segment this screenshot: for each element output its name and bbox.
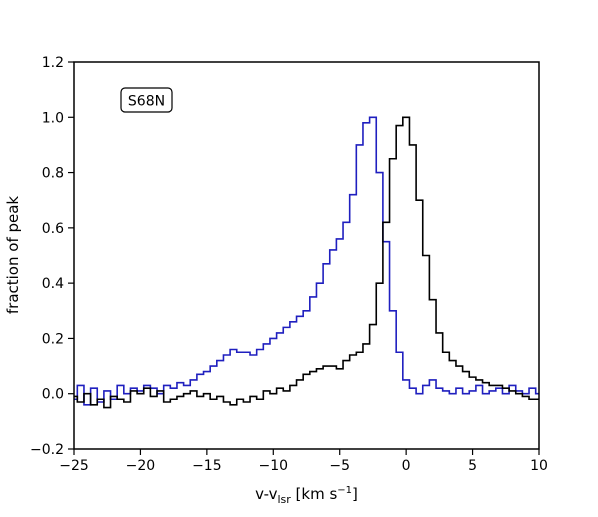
x-axis-label-exponent: −1 [337,485,352,496]
y-tick-label: 1.0 [42,110,64,126]
x-tick-label: −10 [259,458,289,474]
y-tick-label: 0.8 [42,166,64,182]
x-tick-label: −20 [126,458,156,474]
x-tick-label: 10 [530,458,548,474]
y-tick-label: 0.0 [42,387,64,403]
x-tick-label: −5 [329,458,350,474]
x-tick-label: −15 [192,458,222,474]
y-tick-label: −0.2 [30,442,64,458]
annotation-label: S68N [128,94,165,110]
x-tick-label: 5 [468,458,477,474]
y-tick-label: 0.4 [42,276,64,292]
x-tick-label: 0 [402,458,411,474]
x-axis-label-unit-close: ] [352,485,358,503]
y-axis-label: fraction of peak [4,196,22,315]
series-line-2 [74,116,539,409]
x-axis-label: v-vlsr [km s−1] [255,485,358,506]
y-tick-label: 0.2 [42,331,64,347]
x-axis-label-main: v-v [255,485,277,503]
series-line-1 [74,116,539,406]
x-axis-ticks: −25 −20 −15 −10 −5 0 5 10 [59,449,548,474]
series-layer [74,116,539,409]
y-tick-label: 0.6 [42,221,64,237]
y-axis-ticks: −0.2 0.0 0.2 0.4 0.6 0.8 1.0 1.2 [30,55,74,458]
plot-area-frame [73,61,540,450]
annotation-box: S68N [120,87,173,113]
x-axis-label-unit: [km s [291,485,338,503]
x-axis-label-subscript: lsr [277,493,291,506]
annotation-frame [120,87,173,113]
x-tick-label: −25 [59,458,89,474]
y-tick-label: 1.2 [42,55,64,71]
